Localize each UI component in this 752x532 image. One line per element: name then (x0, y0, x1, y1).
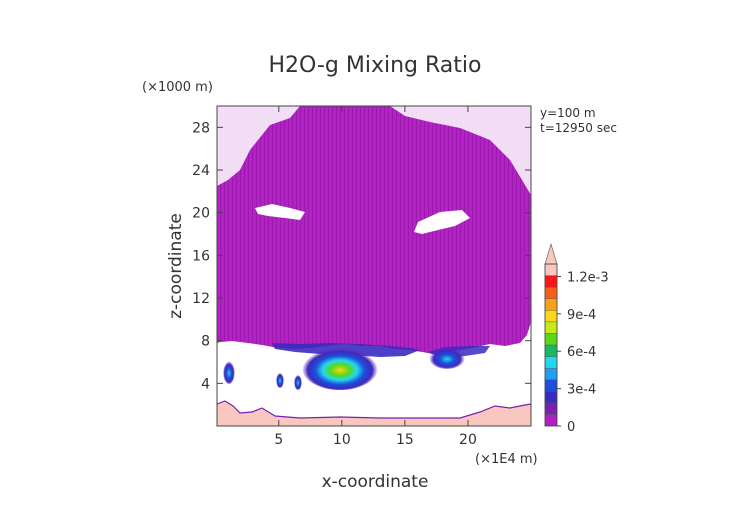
y-tick-label: 28 (192, 120, 210, 136)
colorbar-swatch (544, 344, 558, 357)
cloud-gaps (217, 106, 531, 234)
colorbar-swatch (544, 275, 558, 288)
y-tick-label: 24 (192, 163, 210, 179)
colorbar-swatch (544, 379, 558, 392)
chart-title: H2O-g Mixing Ratio (269, 53, 482, 78)
heatmap-field (217, 106, 531, 426)
colorbar-extend-arrow (544, 242, 558, 265)
y-tick-label: 4 (201, 376, 210, 392)
y-axis-label: z-coordinate (166, 213, 186, 319)
x-tick-label: 15 (396, 432, 414, 448)
x-tick-label: 10 (333, 432, 351, 448)
left-plume (223, 360, 235, 384)
surface-layer-edge (217, 400, 531, 419)
colorbar-frame (544, 263, 558, 427)
central-plume (302, 346, 378, 390)
plot-frame (216, 105, 532, 427)
colorbar: 1.2e-3 9e-4 6e-4 3e-4 0 (544, 242, 609, 435)
y-tick-label: 8 (201, 334, 210, 350)
colorbar-swatch (544, 414, 558, 427)
x-axis-label: x-coordinate (322, 472, 429, 492)
left-plume-2 (276, 372, 284, 388)
colorbar-swatch (544, 402, 558, 415)
colorbar-swatch (544, 298, 558, 311)
upper-moist-layer (217, 106, 531, 356)
x-tick-label: 20 (459, 432, 477, 448)
x-tick-label: 5 (274, 432, 283, 448)
colorbar-label: 3e-4 (567, 383, 596, 398)
colorbar-swatch (544, 286, 558, 299)
x-unit-label: (×1E4 m) (475, 452, 538, 467)
y-tick-label: 16 (192, 248, 210, 264)
colorbar-label: 0 (567, 420, 575, 435)
colorbar-swatch (544, 310, 558, 323)
colorbar-swatch (544, 321, 558, 334)
right-plume (429, 347, 465, 369)
y-tick-label: 12 (192, 291, 210, 307)
y-tick-label: 20 (192, 206, 210, 222)
colorbar-swatch (544, 333, 558, 346)
colorbar-swatch (544, 367, 558, 380)
surface-layer (217, 401, 531, 426)
colorbar-label: 9e-4 (567, 308, 596, 323)
annotation-t: t=12950 sec (540, 121, 617, 135)
colorbar-swatch (544, 356, 558, 369)
y-ticks: 4 8 12 16 20 24 28 (192, 120, 531, 392)
colorbar-label: 1.2e-3 (567, 270, 609, 285)
colorbar-swatch (544, 391, 558, 404)
y-unit-label: (×1000 m) (142, 80, 213, 95)
left-plume-3 (294, 374, 302, 390)
colorbar-label: 6e-4 (567, 345, 596, 360)
annotation-y: y=100 m (540, 106, 596, 120)
x-ticks: 5 10 15 20 (274, 106, 477, 448)
colorbar-swatch (544, 263, 558, 276)
